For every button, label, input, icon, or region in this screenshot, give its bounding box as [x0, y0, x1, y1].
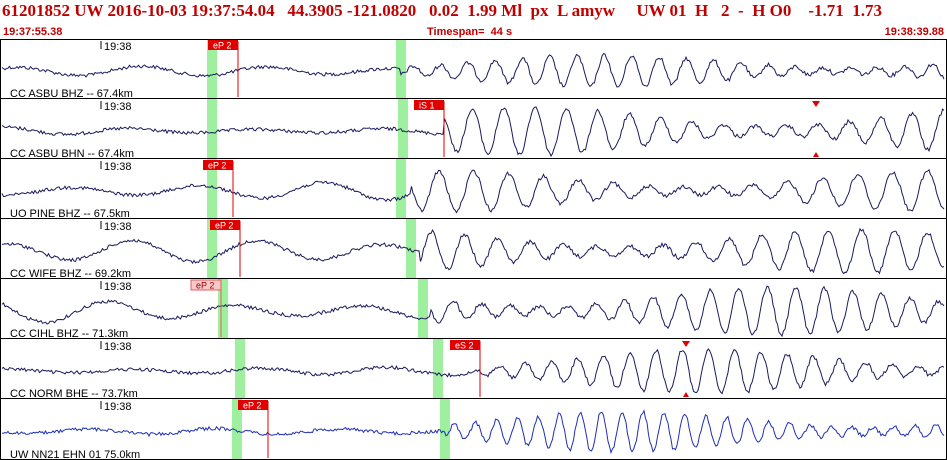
- minute-label: 19:38: [104, 101, 132, 113]
- phase-window-1: [235, 339, 245, 399]
- pick-label: eS 2: [455, 341, 474, 351]
- pick-box[interactable]: [190, 279, 222, 291]
- trace-panel-asbu-bhn[interactable]: 19:38 iS 1 CC ASBU BHN -- 67.4km: [0, 99, 947, 159]
- phase-window-1: [207, 99, 217, 159]
- seismogram-panels: 19:38 eP 2 CC ASBU BHZ -- 67.4km 19:38 iS 1…: [0, 39, 947, 460]
- pick-label: eP 2: [208, 161, 226, 171]
- pick-label: eP 2: [215, 221, 233, 231]
- end-time-label: 19:38:39.88: [884, 26, 944, 38]
- trace-panel-wife-bhz[interactable]: 19:38 eP 2 CC WIFE BHZ -- 69.2km: [0, 219, 947, 279]
- pick-label: iS 1: [419, 101, 435, 111]
- waveform: [1, 348, 945, 395]
- pick-box[interactable]: [238, 400, 268, 410]
- waveform: [1, 409, 945, 455]
- pick-box[interactable]: [210, 220, 240, 230]
- minute-label: 19:38: [104, 221, 132, 233]
- station-label: CC CIHL BHZ -- 71.3km: [10, 328, 128, 339]
- pick-label: eP 2: [213, 41, 231, 51]
- pick-box[interactable]: [414, 100, 444, 110]
- phase-window-1: [207, 159, 217, 219]
- phase-window-2: [396, 39, 406, 99]
- waveform: [1, 52, 945, 88]
- minute-label: 19:38: [104, 401, 132, 413]
- trace-panel-asbu-bhz[interactable]: 19:38 eP 2 CC ASBU BHZ -- 67.4km: [0, 39, 947, 99]
- phase-window-1: [207, 39, 217, 99]
- station-label: UW NN21 EHN 01 75.0km: [10, 449, 140, 460]
- event-summary-line: 61201852 UW 2016-10-03 19:37:54.04 44.39…: [2, 1, 883, 20]
- trace-canvas: 19:38 eP 2 CC ASBU BHZ -- 67.4km: [0, 39, 947, 99]
- trace-canvas: 19:38 eP 2 CC CIHL BHZ -- 71.3km: [0, 279, 947, 339]
- timespan-label: Timespan= 44 s: [427, 26, 513, 38]
- phase-window-1: [232, 399, 242, 460]
- minute-label: 19:38: [104, 161, 132, 173]
- trace-canvas: 19:38 eS 2 CC NORM BHE -- 73.7km: [0, 339, 947, 399]
- amplitude-triangle-bottom: [683, 392, 689, 397]
- pick-label: eP 2: [243, 401, 261, 411]
- station-label: UO PINE BHZ -- 67.5km: [10, 208, 130, 219]
- trace-panel-cihl-bhz[interactable]: 19:38 eP 2 CC CIHL BHZ -- 71.3km: [0, 279, 947, 339]
- station-label: CC ASBU BHN -- 67.4km: [10, 148, 134, 159]
- minute-label: 19:38: [104, 281, 132, 293]
- waveform: [1, 285, 945, 338]
- waveform: [1, 168, 945, 214]
- phase-window-2: [398, 99, 408, 159]
- trace-canvas: 19:38 iS 1 CC ASBU BHN -- 67.4km: [0, 99, 947, 159]
- minute-label: 19:38: [104, 41, 132, 53]
- amplitude-triangle-top: [682, 341, 690, 347]
- amplitude-triangle-bottom: [813, 152, 819, 157]
- phase-window-2: [440, 399, 450, 460]
- phase-window-1: [207, 219, 217, 279]
- station-label: CC NORM BHE -- 73.7km: [10, 388, 138, 399]
- trace-panel-nn21-ehn[interactable]: 19:38 eP 2 UW NN21 EHN 01 75.0km: [0, 399, 947, 460]
- phase-window-2: [396, 159, 406, 219]
- waveform: [2, 227, 945, 275]
- event-header: 61201852 UW 2016-10-03 19:37:54.04 44.39…: [0, 0, 947, 38]
- trace-canvas: 19:38 eP 2 CC WIFE BHZ -- 69.2km: [0, 219, 947, 279]
- pick-box[interactable]: [203, 160, 233, 170]
- trace-panel-pine-bhz[interactable]: 19:38 eP 2 UO PINE BHZ -- 67.5km: [0, 159, 947, 219]
- waveform: [1, 106, 945, 158]
- pick-box[interactable]: [450, 340, 480, 350]
- amplitude-triangle-top: [812, 101, 820, 107]
- minute-label: 19:38: [104, 341, 132, 353]
- trace-panel-norm-bhe[interactable]: 19:38 eS 2 CC NORM BHE -- 73.7km: [0, 339, 947, 399]
- phase-window-2: [406, 219, 416, 279]
- trace-canvas: 19:38 eP 2 UW NN21 EHN 01 75.0km: [0, 399, 947, 460]
- phase-window-2: [433, 339, 443, 399]
- pick-box[interactable]: [208, 40, 238, 50]
- station-label: CC ASBU BHZ -- 67.4km: [10, 88, 133, 99]
- pick-label: eP 2: [196, 281, 214, 291]
- phase-window-1: [218, 279, 228, 339]
- trace-canvas: 19:38 eP 2 UO PINE BHZ -- 67.5km: [0, 159, 947, 219]
- start-time-label: 19:37:55.38: [3, 26, 63, 38]
- phase-window-2: [418, 279, 428, 339]
- station-label: CC WIFE BHZ -- 69.2km: [10, 268, 131, 279]
